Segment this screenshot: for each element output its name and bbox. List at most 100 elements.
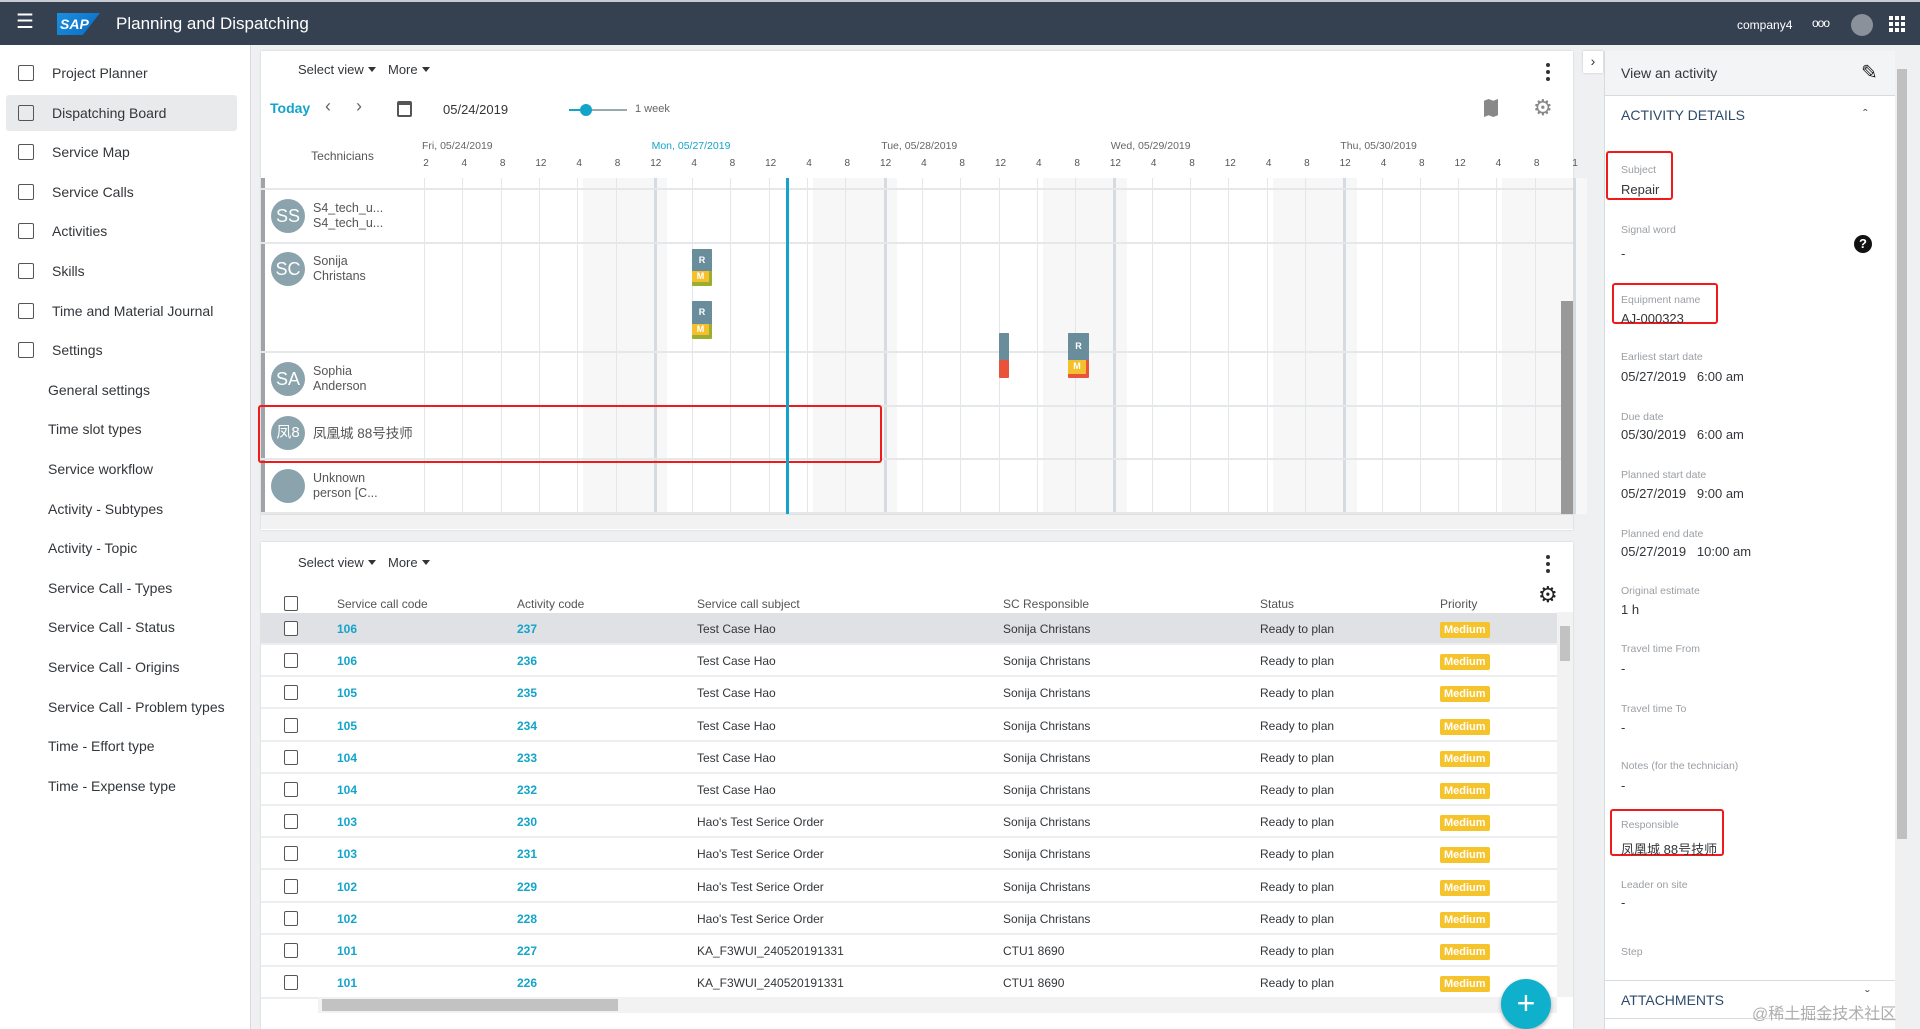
row-checkbox[interactable]	[284, 782, 298, 797]
activity-code-link[interactable]: 237	[517, 622, 538, 636]
sidebar-subitem[interactable]: Time slot types	[48, 421, 142, 438]
table-kebab-icon[interactable]	[1545, 555, 1551, 573]
service-call-code-link[interactable]: 102	[337, 911, 358, 926]
chevron-up-icon[interactable]: ˆ	[1863, 106, 1868, 122]
date-value[interactable]: 05/24/2019	[443, 102, 509, 117]
select-view-dropdown[interactable]: Select view	[298, 62, 382, 77]
settings-gear-icon[interactable]: ⚙	[1533, 95, 1553, 120]
technician-cell[interactable]: Unknown person [C...	[261, 469, 378, 503]
table-row[interactable]: 102 228 Hao's Test Serice Order Sonija Chri…	[261, 903, 1557, 935]
row-checkbox[interactable]	[284, 717, 298, 733]
service-call-code-link[interactable]: 106	[337, 654, 358, 669]
company-name[interactable]: company4	[1737, 18, 1793, 32]
technician-cell[interactable]: SC Sonija Christans	[261, 252, 366, 286]
activity-code-link[interactable]: 228	[517, 911, 538, 926]
technician-cell[interactable]: SA Sophia Anderson	[261, 362, 367, 396]
chevron-down-icon[interactable]: ˇ	[1865, 987, 1870, 1003]
service-call-code-link[interactable]: 102	[337, 879, 358, 894]
table-row[interactable]: 101 227 KA_F3WUI_240520191331 CTU1 8690 Read…	[261, 935, 1557, 967]
activity-code-link[interactable]: 232	[517, 783, 538, 797]
zoom-slider[interactable]	[569, 104, 627, 116]
activity-code-link[interactable]: 229	[517, 879, 538, 894]
row-checkbox[interactable]	[284, 878, 298, 894]
sidebar-subitem[interactable]: Activity - Topic	[48, 540, 138, 557]
service-call-code-link[interactable]: 101	[337, 944, 358, 958]
activity-code-link[interactable]: 233	[517, 750, 538, 765]
sidebar-item-project-planner[interactable]: Project Planner	[6, 55, 237, 91]
table-row[interactable]: 102 229 Hao's Test Serice Order Sonija Chri…	[261, 871, 1557, 903]
activity-code-link[interactable]: 234	[517, 718, 538, 733]
sidebar-item-time-and-material-journal[interactable]: Time and Material Journal	[6, 293, 237, 329]
calendar-icon[interactable]	[397, 101, 412, 117]
hamburger-menu-icon[interactable]: ☰	[16, 11, 34, 33]
table-select-view-dropdown[interactable]: Select view	[298, 555, 382, 570]
activity-code-link[interactable]: 235	[517, 686, 538, 701]
service-call-code-link[interactable]: 105	[337, 686, 358, 701]
service-call-code-link[interactable]: 103	[337, 815, 358, 830]
table-row[interactable]: 105 234 Test Case Hao Sonija Christans Ready…	[261, 710, 1557, 742]
row-checkbox[interactable]	[284, 653, 298, 669]
row-checkbox[interactable]	[284, 975, 298, 991]
table-row[interactable]: 103 230 Hao's Test Serice Order Sonija Chri…	[261, 806, 1557, 839]
activity-code-link[interactable]: 226	[517, 976, 538, 991]
row-checkbox[interactable]	[284, 814, 298, 830]
previous-icon[interactable]: ‹	[325, 96, 331, 116]
sidebar-subitem[interactable]: Service Call - Problem types	[48, 698, 225, 715]
sidebar-item-skills[interactable]: Skills	[6, 253, 237, 289]
technician-cell[interactable]: SS S4_tech_u... S4_tech_u...	[261, 199, 383, 233]
user-avatar-icon[interactable]	[1851, 14, 1873, 36]
sidebar-item-dispatching-board[interactable]: Dispatching Board	[6, 94, 237, 131]
table-row[interactable]: 105 235 Test Case Hao Sonija Christans Ready…	[261, 677, 1557, 710]
collapse-panel-icon[interactable]: ›	[1583, 51, 1603, 73]
table-settings-gear-icon[interactable]: ⚙	[1538, 582, 1558, 607]
sidebar-subitem[interactable]: Activity - Subtypes	[48, 500, 164, 517]
sidebar-subitem[interactable]: General settings	[48, 381, 150, 398]
activity-code-link[interactable]: 236	[517, 654, 538, 669]
sidebar-subitem[interactable]: Service Call - Origins	[48, 659, 180, 675]
sidebar-subitem[interactable]: Time - Expense type	[48, 777, 176, 794]
more-options-icon[interactable]: ooo	[1812, 16, 1830, 30]
activity-code-link[interactable]: 231	[517, 847, 538, 862]
row-checkbox[interactable]	[284, 943, 298, 958]
column-header[interactable]: Service call code	[337, 597, 428, 611]
detail-scrollbar[interactable]	[1895, 51, 1908, 1029]
select-all-checkbox[interactable]	[284, 596, 298, 611]
add-fab-button[interactable]: +	[1501, 979, 1551, 1029]
more-dropdown[interactable]: More	[388, 62, 436, 77]
gantt-horizontal-scrollbar[interactable]	[261, 514, 1573, 529]
row-checkbox[interactable]	[284, 846, 298, 862]
column-header[interactable]: Activity code	[517, 597, 585, 611]
sidebar-item-settings[interactable]: Settings	[6, 332, 237, 368]
zoom-slider-handle[interactable]	[580, 104, 593, 116]
column-header[interactable]: SC Responsible	[1003, 597, 1090, 611]
row-checkbox[interactable]	[284, 910, 298, 926]
help-icon[interactable]: ?	[1854, 235, 1872, 253]
technician-cell[interactable]: 凤8 凤凰城 88号技师	[261, 416, 413, 450]
service-call-code-link[interactable]: 101	[337, 976, 358, 991]
gantt-kebab-icon[interactable]	[1545, 63, 1551, 81]
table-more-dropdown[interactable]: More	[388, 555, 436, 570]
column-header[interactable]: Status	[1260, 597, 1295, 611]
sidebar-item-activities[interactable]: Activities	[6, 213, 237, 249]
service-call-code-link[interactable]: 106	[337, 622, 358, 636]
map-icon[interactable]	[1484, 99, 1498, 117]
today-button[interactable]: Today	[270, 100, 311, 116]
row-checkbox[interactable]	[284, 621, 298, 636]
sidebar-subitem[interactable]: Service Call - Types	[48, 579, 173, 596]
next-icon[interactable]: ›	[356, 96, 362, 116]
column-header[interactable]: Priority	[1440, 597, 1478, 611]
edit-pencil-icon[interactable]: ✎	[1861, 62, 1878, 84]
sidebar-item-service-calls[interactable]: Service Calls	[6, 174, 237, 210]
table-row[interactable]: 104 233 Test Case Hao Sonija Christans Ready…	[261, 742, 1557, 774]
activity-block[interactable]	[999, 333, 1009, 378]
activity-code-link[interactable]: 227	[517, 944, 538, 958]
activity-code-link[interactable]: 230	[517, 815, 538, 830]
table-row[interactable]: 106 237 Test Case Hao Sonija Christans Ready…	[261, 613, 1557, 645]
sidebar-subitem[interactable]: Service workflow	[48, 461, 154, 477]
table-row[interactable]: 103 231 Hao's Test Serice Order Sonija Chri…	[261, 838, 1557, 871]
column-header[interactable]: Service call subject	[697, 597, 800, 611]
service-call-code-link[interactable]: 103	[337, 847, 358, 862]
attachments-section[interactable]: ATTACHMENTS	[1621, 992, 1724, 1008]
